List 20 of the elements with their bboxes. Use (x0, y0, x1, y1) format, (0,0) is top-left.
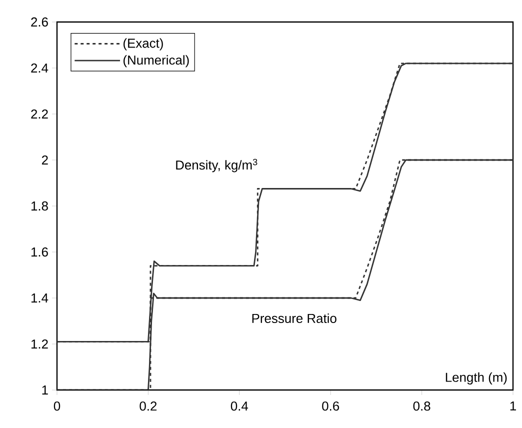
annotation: Density, kg/m$^{3}$ (176, 158, 258, 172)
y-tick-label: 1 (42, 386, 48, 394)
x-tick-label: 0.8 (413, 401, 430, 411)
y-tick-label: 1.6 (31, 247, 48, 257)
x-tick-label: 0.6 (322, 401, 340, 411)
x-tick-label: 0.2 (140, 401, 157, 411)
y-tick-label: 2.2 (31, 109, 48, 119)
x-tick-label: 0 (54, 401, 60, 411)
y-tick-label: 2 (42, 155, 48, 165)
y-tick-label: 1.2 (31, 339, 48, 349)
x-tick-label: 0.4 (230, 401, 248, 411)
x-axis-title: Length (m) (446, 372, 507, 384)
legend-label: (Numerical) (124, 55, 189, 68)
y-tick-label: 1.8 (31, 201, 48, 211)
y-tick-label: 1.4 (31, 294, 48, 302)
y-tick-label: 2.6 (31, 17, 48, 27)
legend-label: (Exact) (124, 38, 163, 50)
x-tick-label: 1 (510, 401, 516, 410)
y-tick-label: 2.4 (31, 63, 48, 73)
annotation: Pressure Ratio (252, 313, 336, 323)
